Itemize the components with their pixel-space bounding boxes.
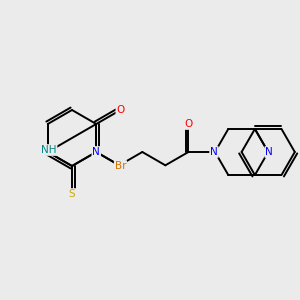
Text: S: S: [69, 189, 75, 199]
Text: N: N: [92, 147, 100, 157]
Text: N: N: [265, 147, 273, 157]
Text: O: O: [184, 119, 193, 129]
Text: NH: NH: [41, 145, 56, 155]
Text: O: O: [116, 105, 124, 115]
Text: N: N: [210, 147, 218, 157]
Text: Br: Br: [115, 161, 126, 171]
